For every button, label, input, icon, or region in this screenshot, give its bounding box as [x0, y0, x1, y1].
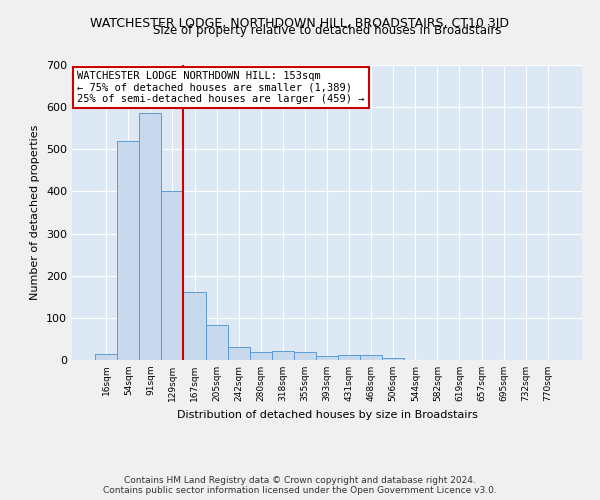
Y-axis label: Number of detached properties: Number of detached properties [31, 125, 40, 300]
Bar [272, 351, 294, 360]
Bar [338, 355, 360, 360]
X-axis label: Distribution of detached houses by size in Broadstairs: Distribution of detached houses by size … [176, 410, 478, 420]
Text: WATCHESTER LODGE, NORTHDOWN HILL, BROADSTAIRS, CT10 3JD: WATCHESTER LODGE, NORTHDOWN HILL, BROADS… [91, 18, 509, 30]
Bar [294, 352, 316, 360]
Bar [161, 192, 184, 360]
Bar [206, 324, 227, 360]
Bar [316, 356, 338, 360]
Bar [117, 141, 139, 360]
Bar [184, 292, 206, 360]
Bar [360, 355, 382, 360]
Bar [382, 358, 404, 360]
Bar [227, 348, 250, 360]
Text: WATCHESTER LODGE NORTHDOWN HILL: 153sqm
← 75% of detached houses are smaller (1,: WATCHESTER LODGE NORTHDOWN HILL: 153sqm … [77, 71, 365, 104]
Bar [250, 352, 272, 360]
Bar [95, 354, 117, 360]
Title: Size of property relative to detached houses in Broadstairs: Size of property relative to detached ho… [153, 24, 501, 38]
Text: Contains HM Land Registry data © Crown copyright and database right 2024.
Contai: Contains HM Land Registry data © Crown c… [103, 476, 497, 495]
Bar [139, 114, 161, 360]
